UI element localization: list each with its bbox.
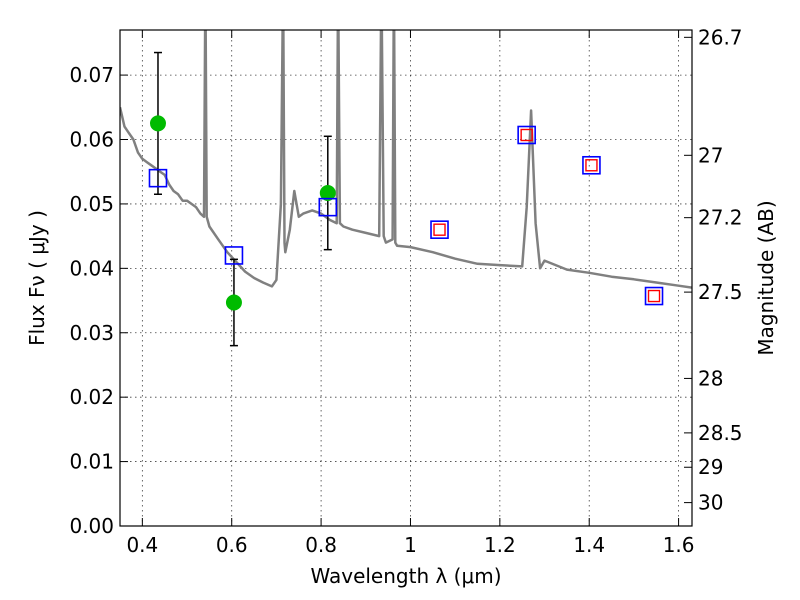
synthetic-flux-square: [585, 159, 598, 172]
y-tick-label: 0.00: [69, 514, 114, 538]
synthetic-flux-square: [433, 223, 446, 236]
x-tick-label: 1.6: [663, 533, 695, 557]
marker-layer: [148, 115, 664, 311]
y2-tick-label: 28: [698, 366, 723, 390]
x-axis-title: Wavelength λ (μm): [310, 564, 501, 588]
y2-tick-label: 29: [698, 455, 723, 479]
y-tick-label: 0.04: [69, 256, 114, 280]
y-tick-label: 0.05: [69, 192, 114, 216]
model-flux-square: [644, 286, 664, 306]
observed-flux-point: [225, 294, 242, 311]
y2-tick-label: 28.5: [698, 421, 743, 445]
y2-tick-label: 27.2: [698, 206, 743, 230]
plot-frame: [119, 29, 693, 527]
model-flux-square: [517, 125, 536, 145]
y2-axis-ticks: 26.7 27 27.2 27.5 28 28.5 29 30: [684, 25, 743, 515]
y-tick-label: 0.03: [69, 321, 114, 345]
y-axis-title: Flux Fν ( μJy ): [25, 210, 49, 346]
y2-axis-title: Magnitude (AB): [754, 200, 778, 355]
y2-tick-label: 30: [698, 491, 723, 515]
y2-tick-label: 27.5: [698, 280, 743, 304]
model-spectrum-layer: [120, 30, 692, 289]
y-tick-label: 0.01: [69, 450, 114, 474]
observed-flux-point: [149, 115, 166, 132]
y2-tick-label: 26.7: [698, 25, 743, 49]
model-spectrum-line: [120, 30, 692, 289]
x-axis-ticks: 0.4 0.6 0.8 1 1.2 1.4 1.6: [126, 30, 695, 557]
y-axis-ticks: 0.00 0.01 0.02 0.03 0.04 0.05 0.06 0.07: [69, 63, 128, 538]
plot-area: [120, 30, 692, 347]
y-tick-label: 0.02: [69, 385, 114, 409]
model-flux-square: [148, 168, 168, 188]
x-tick-label: 1.2: [484, 533, 516, 557]
model-flux-square: [318, 197, 338, 217]
y-tick-label: 0.07: [69, 63, 114, 87]
model-flux-square: [582, 155, 601, 175]
x-tick-label: 0.8: [305, 533, 337, 557]
x-tick-label: 0.6: [216, 533, 248, 557]
x-tick-label: 1.4: [573, 533, 605, 557]
y2-tick-label: 27: [698, 143, 723, 167]
x-tick-label: 1: [404, 533, 417, 557]
synthetic-flux-square: [520, 128, 533, 142]
model-flux-square: [430, 220, 449, 239]
x-tick-label: 0.4: [126, 533, 158, 557]
model-flux-square: [224, 246, 244, 265]
synthetic-flux-square: [647, 289, 661, 303]
grid-lines: [120, 30, 692, 527]
y-tick-label: 0.06: [69, 128, 114, 152]
observed-flux-point: [319, 184, 336, 201]
